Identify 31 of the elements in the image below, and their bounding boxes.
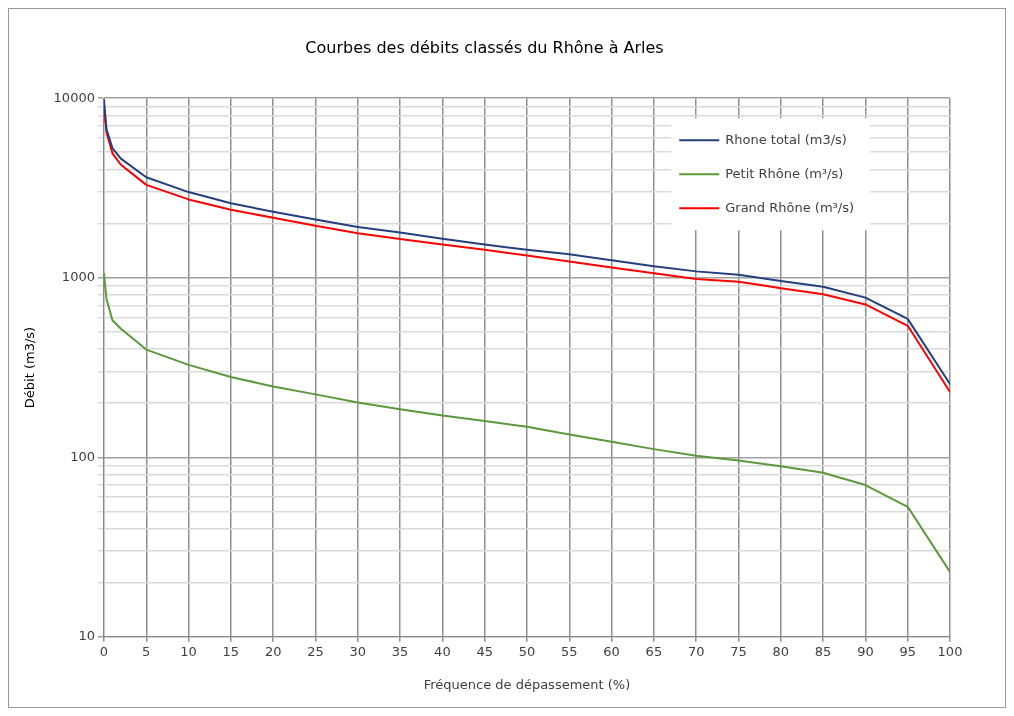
x-tick-label: 30 — [349, 643, 367, 659]
x-tick-label: 5 — [142, 643, 151, 659]
y-tick-label: 1000 — [61, 269, 95, 285]
legend-label: Petit Rhône (m³/s) — [725, 165, 844, 181]
y-tick-label: 100 — [70, 448, 95, 464]
x-tick-label: 100 — [937, 643, 963, 659]
y-axis-title: Débit (m3/s) — [22, 326, 38, 409]
x-tick-label: 55 — [561, 643, 578, 659]
legend-label: Grand Rhône (m³/s) — [725, 199, 855, 215]
x-tick-label: 35 — [391, 643, 409, 659]
x-tick-label: 95 — [899, 643, 916, 659]
x-tick-label: 65 — [645, 643, 663, 659]
x-tick-label: 70 — [687, 643, 705, 659]
chart-title: Courbes des débits classés du Rhône à Arles — [305, 37, 664, 57]
x-tick-label: 45 — [476, 643, 493, 659]
x-tick-label: 10 — [180, 643, 197, 659]
x-axis-title: Fréquence de dépassement (%) — [423, 676, 631, 692]
x-tick-label: 80 — [772, 643, 790, 659]
x-tick-label: 20 — [264, 643, 282, 659]
x-tick-label: 40 — [434, 643, 451, 659]
x-tick-label: 15 — [222, 643, 240, 659]
x-tick-label: 85 — [814, 643, 832, 659]
x-tick-label: 50 — [518, 643, 536, 659]
x-tick-label: 60 — [603, 643, 620, 659]
x-tick-label: 90 — [857, 643, 874, 659]
x-tick-label: 75 — [730, 643, 747, 659]
y-tick-label: 10 — [78, 628, 95, 644]
x-tick-label: 0 — [99, 643, 109, 659]
x-tick-label: 25 — [307, 643, 324, 659]
y-tick-label: 10000 — [53, 89, 95, 105]
legend-label: Rhone total (m3/s) — [725, 131, 847, 147]
